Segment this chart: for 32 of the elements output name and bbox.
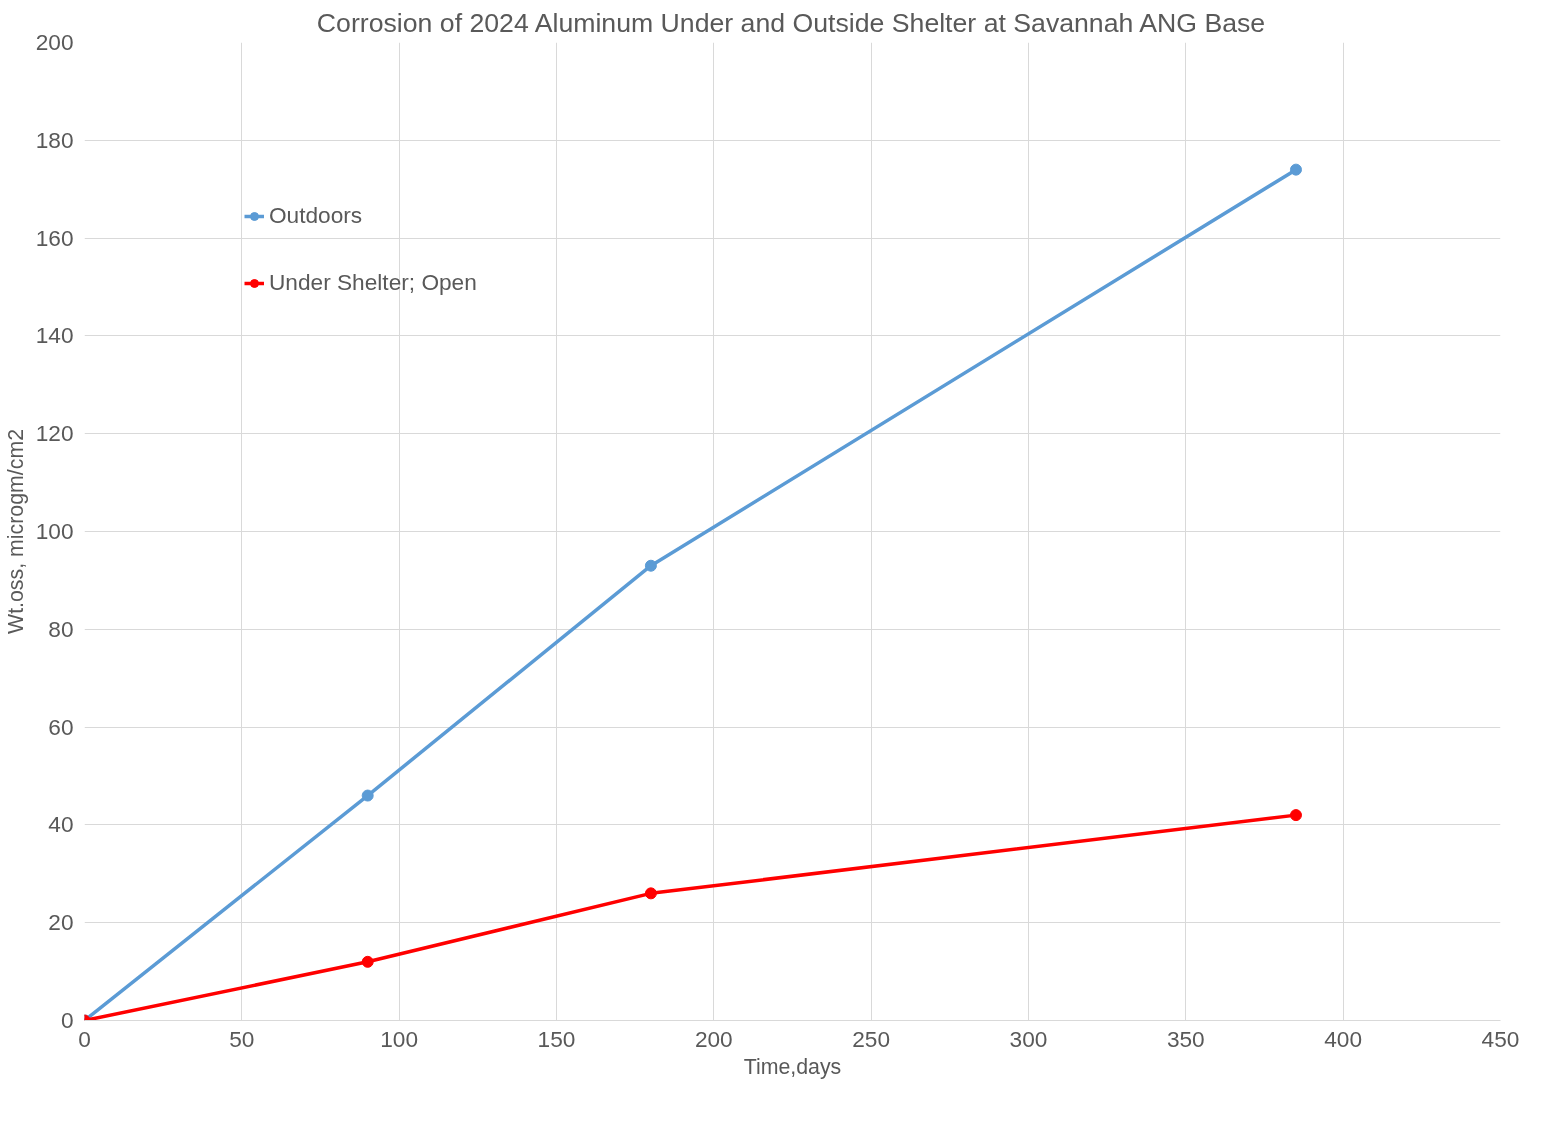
point: [644, 559, 657, 572]
y-tick-label: 80: [48, 615, 74, 642]
y-tick-label: 0: [60, 1007, 74, 1033]
x-axis-title: Time,days: [743, 1054, 842, 1079]
x-tick-label: 450: [1481, 1025, 1520, 1052]
x-tick-label: 200: [694, 1025, 733, 1052]
y-tick-label: 200: [35, 29, 74, 55]
x-tick-label: 0: [78, 1025, 91, 1052]
point: [1289, 163, 1302, 176]
x-tick-label: 50: [229, 1025, 255, 1052]
legend-label: Under Shelter; Open: [269, 269, 477, 296]
y-tick-label: 20: [48, 909, 74, 936]
y-tick-label: 40: [48, 811, 74, 838]
x-tick-label: 350: [1166, 1025, 1205, 1052]
point: [361, 789, 374, 802]
y-tick-label: 160: [35, 224, 74, 251]
x-tick-label: 150: [537, 1025, 576, 1052]
y-tick-label: 100: [35, 518, 74, 544]
x-tick-label: 250: [852, 1025, 891, 1052]
x-tick-label: 100: [380, 1025, 419, 1052]
point: [361, 955, 374, 968]
y-tick-label: 60: [48, 713, 74, 740]
y-tick-label: 180: [35, 126, 74, 153]
x-tick-label: 300: [1009, 1025, 1048, 1052]
chart-title: Corrosion of 2024 Aluminum Under and Outside Shelter at Savannah ANG Base: [316, 7, 1266, 38]
point: [644, 887, 657, 900]
y-tick-label: 140: [35, 322, 74, 349]
point: [1289, 809, 1302, 822]
x-tick-label: 400: [1324, 1025, 1363, 1052]
y-axis-title: Wt.oss, microgm/cm2: [3, 428, 28, 634]
legend-label: Outdoors: [269, 202, 363, 229]
y-tick-label: 120: [35, 420, 74, 447]
